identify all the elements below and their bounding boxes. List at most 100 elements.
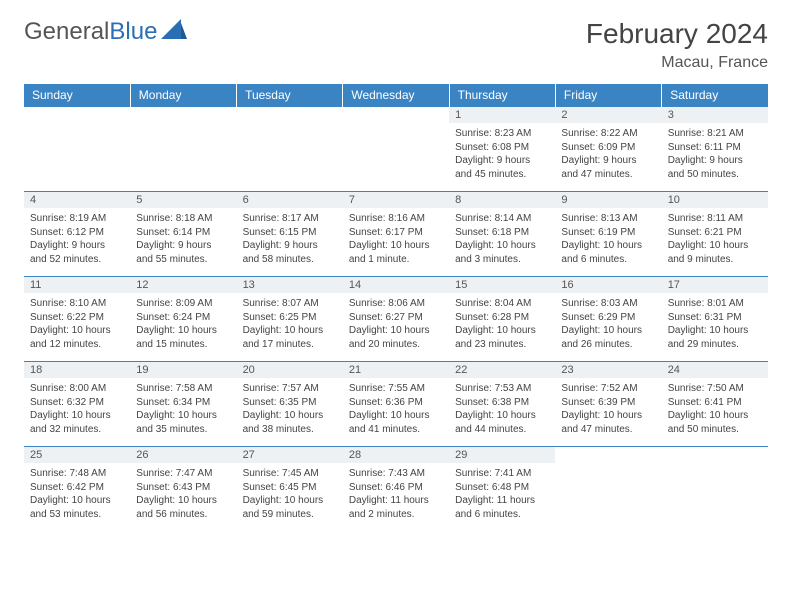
sunrise-text: Sunrise: 8:16 AM xyxy=(349,212,443,226)
sunrise-text: Sunrise: 8:11 AM xyxy=(668,212,762,226)
day-content-cell: Sunrise: 7:48 AMSunset: 6:42 PMDaylight:… xyxy=(24,463,130,531)
sunrise-text: Sunrise: 7:50 AM xyxy=(668,382,762,396)
weekday-header-row: SundayMondayTuesdayWednesdayThursdayFrid… xyxy=(24,84,768,107)
day-number-cell: 2 xyxy=(555,107,661,124)
daylight-line1: Daylight: 9 hours xyxy=(243,239,337,253)
day-content-cell xyxy=(662,463,768,531)
daylight-line2: and 38 minutes. xyxy=(243,423,337,437)
day-content-row: Sunrise: 8:23 AMSunset: 6:08 PMDaylight:… xyxy=(24,123,768,192)
daylight-line1: Daylight: 9 hours xyxy=(668,154,762,168)
day-number-cell: 23 xyxy=(555,362,661,379)
day-content-row: Sunrise: 7:48 AMSunset: 6:42 PMDaylight:… xyxy=(24,463,768,531)
sunset-text: Sunset: 6:18 PM xyxy=(455,226,549,240)
daylight-line1: Daylight: 9 hours xyxy=(136,239,230,253)
day-content-cell: Sunrise: 8:13 AMSunset: 6:19 PMDaylight:… xyxy=(555,208,661,277)
day-content-cell: Sunrise: 7:43 AMSunset: 6:46 PMDaylight:… xyxy=(343,463,449,531)
day-number-row: 123 xyxy=(24,107,768,124)
day-content-cell: Sunrise: 8:09 AMSunset: 6:24 PMDaylight:… xyxy=(130,293,236,362)
sunrise-text: Sunrise: 8:19 AM xyxy=(30,212,124,226)
day-number-cell: 9 xyxy=(555,192,661,209)
day-number-cell: 25 xyxy=(24,447,130,464)
day-number-cell xyxy=(343,107,449,124)
sunset-text: Sunset: 6:21 PM xyxy=(668,226,762,240)
sunrise-text: Sunrise: 8:13 AM xyxy=(561,212,655,226)
sunrise-text: Sunrise: 8:10 AM xyxy=(30,297,124,311)
day-content-cell: Sunrise: 8:16 AMSunset: 6:17 PMDaylight:… xyxy=(343,208,449,277)
weekday-header: Monday xyxy=(130,84,236,107)
sunrise-text: Sunrise: 7:45 AM xyxy=(243,467,337,481)
daylight-line1: Daylight: 10 hours xyxy=(349,324,443,338)
sunset-text: Sunset: 6:42 PM xyxy=(30,481,124,495)
sunrise-text: Sunrise: 7:48 AM xyxy=(30,467,124,481)
logo-sail-icon xyxy=(161,18,187,46)
sunset-text: Sunset: 6:45 PM xyxy=(243,481,337,495)
daylight-line2: and 6 minutes. xyxy=(455,508,549,522)
daylight-line2: and 12 minutes. xyxy=(30,338,124,352)
daylight-line2: and 3 minutes. xyxy=(455,253,549,267)
daylight-line2: and 52 minutes. xyxy=(30,253,124,267)
sunset-text: Sunset: 6:22 PM xyxy=(30,311,124,325)
day-number-cell: 6 xyxy=(237,192,343,209)
daylight-line2: and 17 minutes. xyxy=(243,338,337,352)
sunset-text: Sunset: 6:28 PM xyxy=(455,311,549,325)
sunrise-text: Sunrise: 8:09 AM xyxy=(136,297,230,311)
sunset-text: Sunset: 6:32 PM xyxy=(30,396,124,410)
sunset-text: Sunset: 6:12 PM xyxy=(30,226,124,240)
day-number-cell: 26 xyxy=(130,447,236,464)
day-content-cell: Sunrise: 7:55 AMSunset: 6:36 PMDaylight:… xyxy=(343,378,449,447)
weekday-header: Wednesday xyxy=(343,84,449,107)
daylight-line2: and 15 minutes. xyxy=(136,338,230,352)
brand-logo: GeneralBlue xyxy=(24,18,187,46)
day-content-cell: Sunrise: 7:45 AMSunset: 6:45 PMDaylight:… xyxy=(237,463,343,531)
sunset-text: Sunset: 6:29 PM xyxy=(561,311,655,325)
day-content-cell: Sunrise: 8:17 AMSunset: 6:15 PMDaylight:… xyxy=(237,208,343,277)
weekday-header: Tuesday xyxy=(237,84,343,107)
daylight-line1: Daylight: 10 hours xyxy=(349,239,443,253)
brand-gray-text: General xyxy=(24,18,109,46)
sunrise-text: Sunrise: 8:22 AM xyxy=(561,127,655,141)
day-number-cell: 1 xyxy=(449,107,555,124)
sunrise-text: Sunrise: 7:57 AM xyxy=(243,382,337,396)
day-content-row: Sunrise: 8:00 AMSunset: 6:32 PMDaylight:… xyxy=(24,378,768,447)
daylight-line1: Daylight: 10 hours xyxy=(243,409,337,423)
daylight-line1: Daylight: 10 hours xyxy=(455,409,549,423)
day-number-cell xyxy=(662,447,768,464)
sunset-text: Sunset: 6:11 PM xyxy=(668,141,762,155)
day-number-cell xyxy=(130,107,236,124)
day-number-cell: 10 xyxy=(662,192,768,209)
daylight-line2: and 59 minutes. xyxy=(243,508,337,522)
sunrise-text: Sunrise: 8:14 AM xyxy=(455,212,549,226)
sunset-text: Sunset: 6:36 PM xyxy=(349,396,443,410)
daylight-line2: and 47 minutes. xyxy=(561,423,655,437)
daylight-line2: and 45 minutes. xyxy=(455,168,549,182)
day-number-cell: 12 xyxy=(130,277,236,294)
sunrise-text: Sunrise: 7:43 AM xyxy=(349,467,443,481)
day-content-cell: Sunrise: 8:03 AMSunset: 6:29 PMDaylight:… xyxy=(555,293,661,362)
day-content-cell: Sunrise: 8:06 AMSunset: 6:27 PMDaylight:… xyxy=(343,293,449,362)
sunrise-text: Sunrise: 8:21 AM xyxy=(668,127,762,141)
day-number-cell: 14 xyxy=(343,277,449,294)
day-number-row: 11121314151617 xyxy=(24,277,768,294)
day-content-cell: Sunrise: 7:58 AMSunset: 6:34 PMDaylight:… xyxy=(130,378,236,447)
day-number-cell: 18 xyxy=(24,362,130,379)
daylight-line2: and 20 minutes. xyxy=(349,338,443,352)
day-number-cell xyxy=(555,447,661,464)
daylight-line2: and 29 minutes. xyxy=(668,338,762,352)
day-number-row: 2526272829 xyxy=(24,447,768,464)
day-number-cell: 19 xyxy=(130,362,236,379)
day-number-cell: 21 xyxy=(343,362,449,379)
daylight-line2: and 35 minutes. xyxy=(136,423,230,437)
sunrise-text: Sunrise: 8:03 AM xyxy=(561,297,655,311)
day-content-cell: Sunrise: 8:07 AMSunset: 6:25 PMDaylight:… xyxy=(237,293,343,362)
daylight-line1: Daylight: 10 hours xyxy=(561,324,655,338)
sunset-text: Sunset: 6:09 PM xyxy=(561,141,655,155)
sunrise-text: Sunrise: 7:58 AM xyxy=(136,382,230,396)
day-content-row: Sunrise: 8:19 AMSunset: 6:12 PM Daylight:… xyxy=(24,208,768,277)
weekday-header: Sunday xyxy=(24,84,130,107)
sunrise-text: Sunrise: 8:17 AM xyxy=(243,212,337,226)
daylight-line2: and 41 minutes. xyxy=(349,423,443,437)
sunset-text: Sunset: 6:25 PM xyxy=(243,311,337,325)
sunset-text: Sunset: 6:14 PM xyxy=(136,226,230,240)
day-number-row: 45678910 xyxy=(24,192,768,209)
daylight-line2: and 6 minutes. xyxy=(561,253,655,267)
